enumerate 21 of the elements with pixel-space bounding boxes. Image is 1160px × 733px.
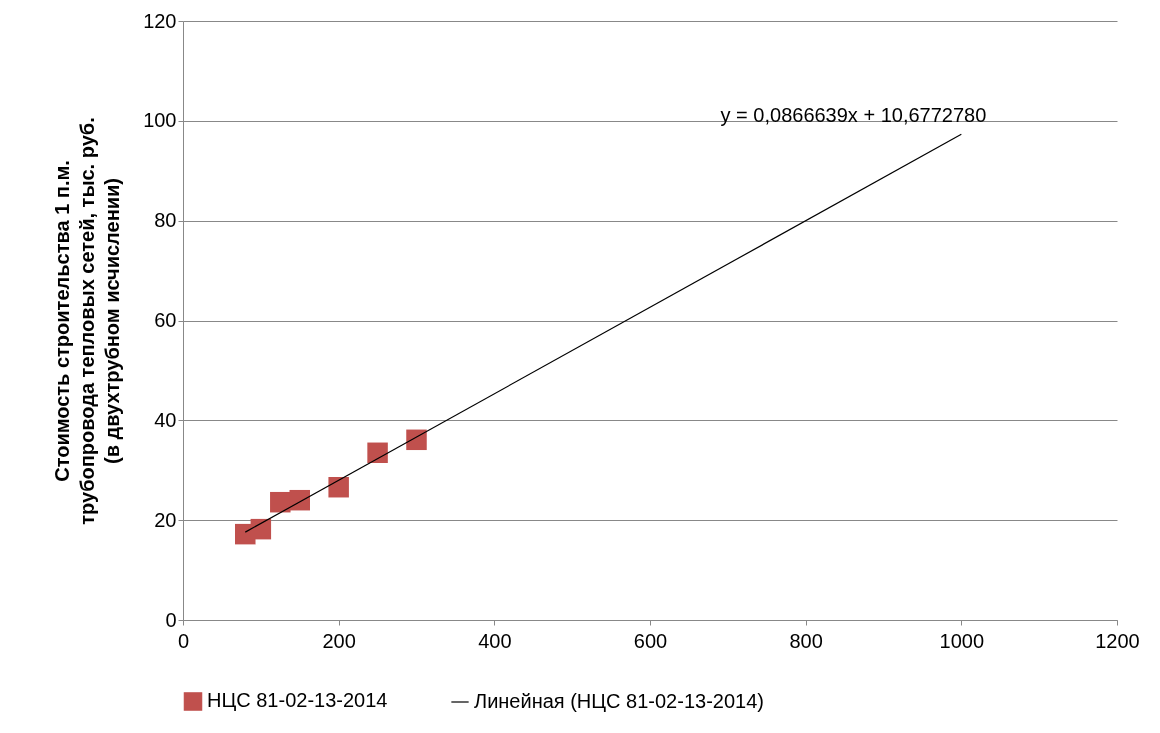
point xyxy=(270,491,291,513)
x-tick-label: 600 xyxy=(633,629,668,652)
y-axis-title: Стоимость строительства 1 п.м. трубопровода тепловых сетей, тыс. руб. (в двухтрубном исчислении) xyxy=(51,117,124,525)
point xyxy=(406,429,427,451)
y-tick-label: 100 xyxy=(143,109,177,132)
y-tick-label: 20 xyxy=(154,508,177,531)
point xyxy=(328,476,349,498)
legend-label: НЦС 81-02-13-2014 xyxy=(207,689,388,712)
point xyxy=(367,442,388,464)
x-tick-label: 200 xyxy=(322,629,356,652)
x-tick-label: 800 xyxy=(789,629,823,652)
x-tick-label: 1000 xyxy=(939,629,985,652)
x-tick-label: 400 xyxy=(478,629,512,652)
legend-label: Линейная (НЦС 81-02-13-2014) xyxy=(474,690,764,712)
annotation: y = 0,0866639x + 10,6772780 xyxy=(720,104,987,127)
y-tick-label: 60 xyxy=(154,309,177,331)
y-tick-label: 120 xyxy=(143,9,177,32)
y-tick-label: 80 xyxy=(154,209,177,232)
x-tick-label: 1200 xyxy=(1095,629,1140,652)
y-tick-label: 0 xyxy=(165,608,177,631)
y-tick-label: 40 xyxy=(154,408,177,431)
